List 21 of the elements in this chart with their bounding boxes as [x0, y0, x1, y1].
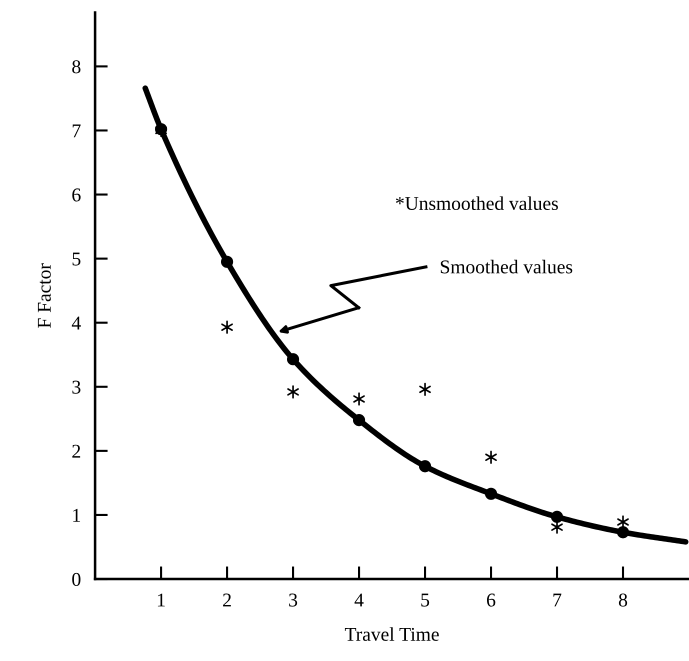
y-tick-label: 3 — [72, 380, 80, 394]
x-axis-title: Travel Time — [344, 627, 439, 641]
annotation: *Unsmoothed values — [396, 196, 558, 210]
y-tick-label: 8 — [72, 60, 80, 74]
x-tick-label: 7 — [553, 594, 562, 606]
x-tick-label: 2 — [223, 594, 231, 606]
y-tick-label: 7 — [72, 124, 81, 138]
y-tick-label: 0 — [72, 572, 80, 586]
x-tick-label: 3 — [289, 594, 298, 607]
x-tick-label: 5 — [421, 594, 430, 607]
y-axis-title: F Factor — [38, 263, 51, 328]
y-tick-label: 6 — [72, 188, 81, 202]
y-tick-label: 2 — [72, 444, 80, 458]
x-tick-label: 8 — [618, 593, 628, 607]
x-tick-label: 1 — [158, 594, 165, 606]
x-tick-label: 6 — [487, 594, 496, 607]
y-tick-label: 5 — [72, 252, 80, 266]
y-tick-label: 4 — [72, 316, 81, 330]
annotation: Smoothed values — [440, 260, 572, 274]
y-tick-label: 1 — [73, 508, 80, 522]
x-tick-label: 4 — [354, 594, 364, 606]
